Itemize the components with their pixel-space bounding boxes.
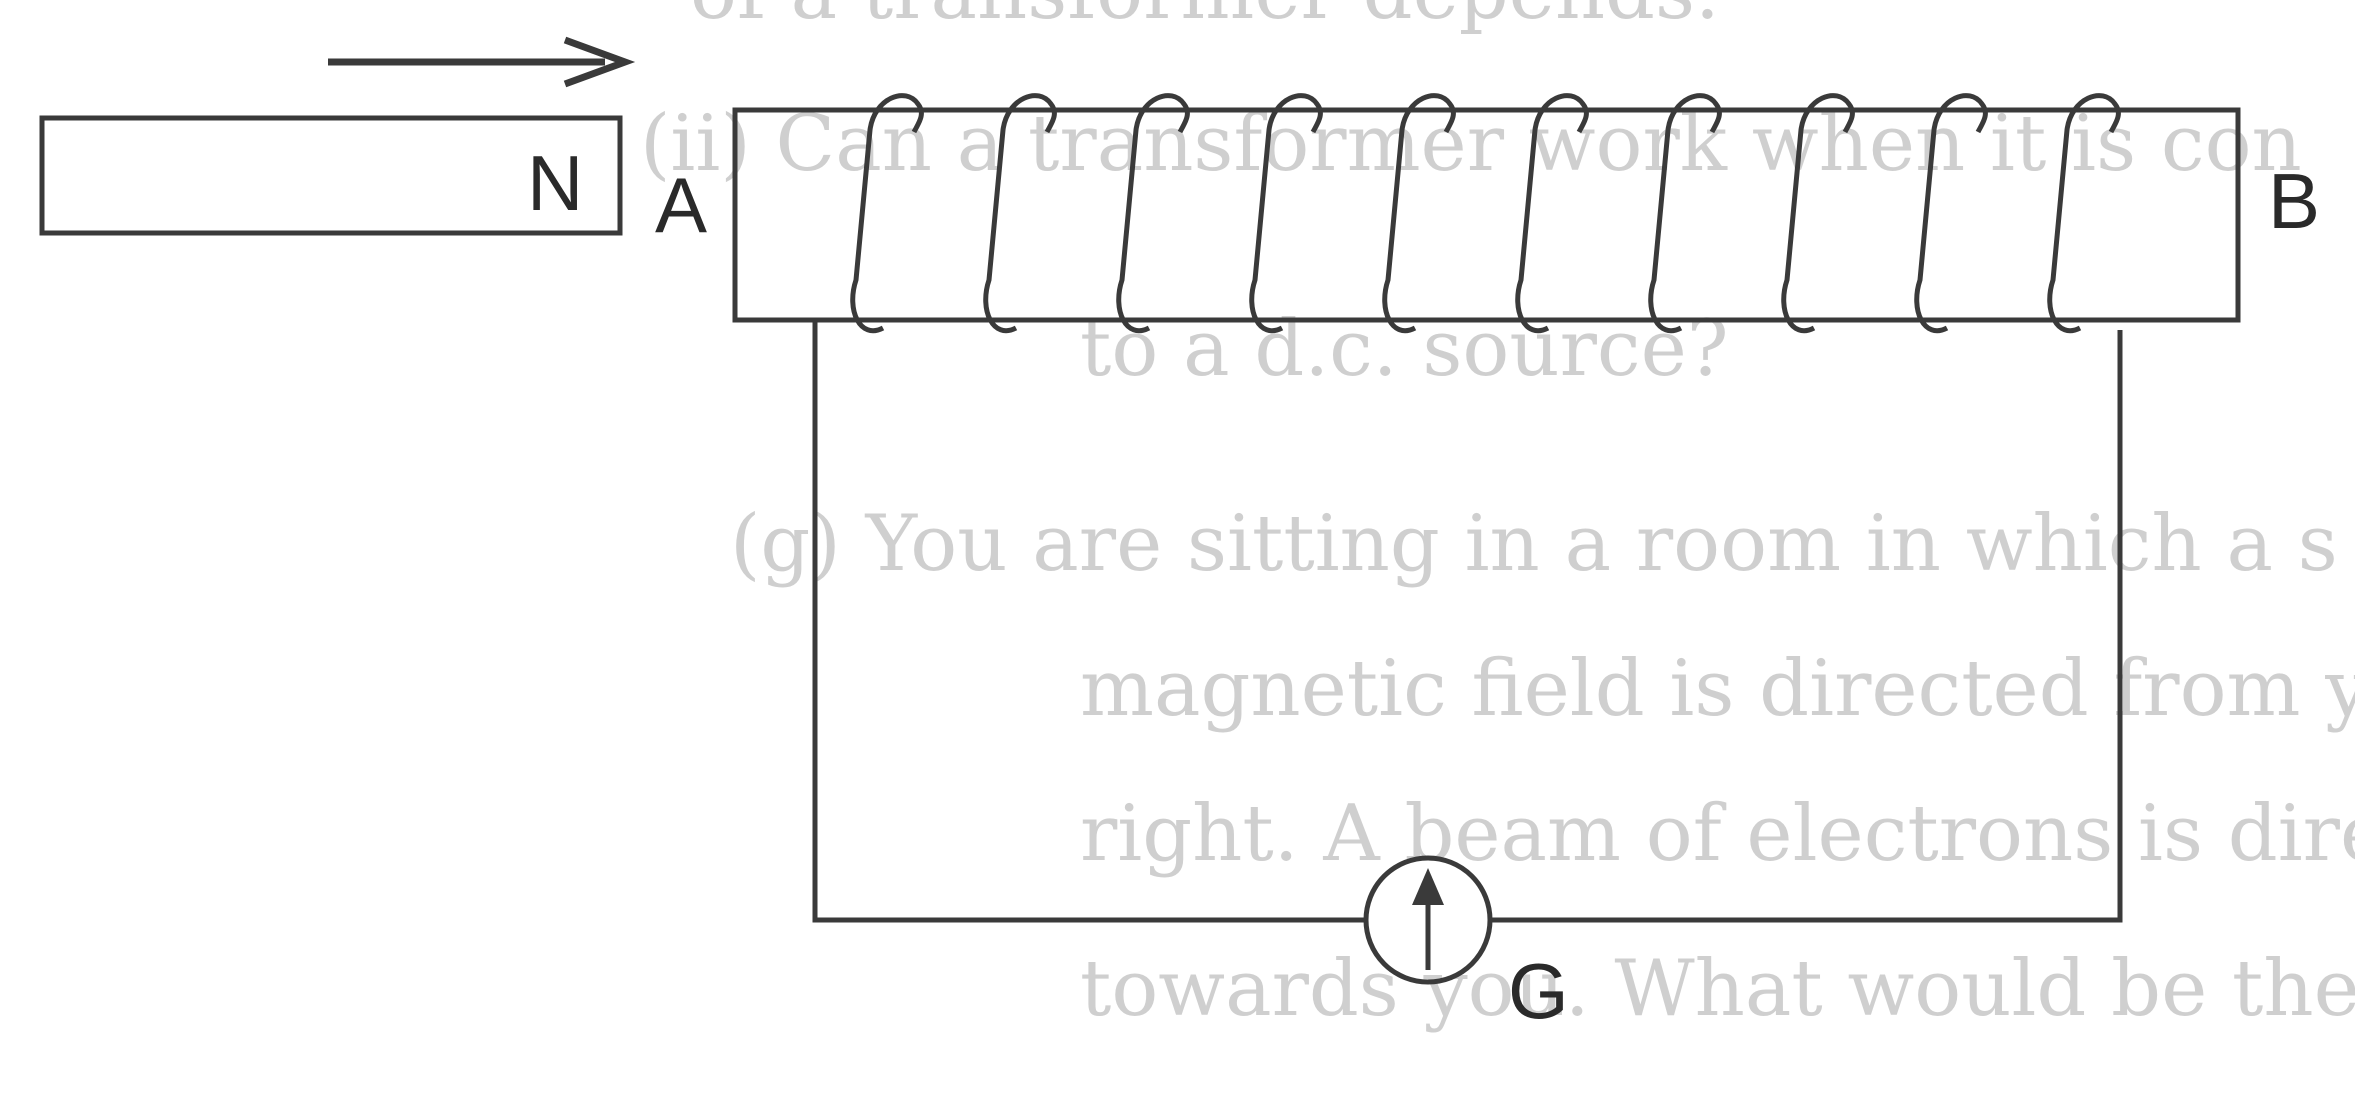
galvanometer-needle-head	[1412, 868, 1444, 905]
magnet-pole-label: N	[527, 139, 583, 227]
bar-magnet: N	[39, 115, 623, 236]
left-wire	[812, 322, 1366, 923]
coil-turns	[850, 93, 2121, 333]
bg-line-4: magnetic field is directed from your lef…	[1080, 644, 2355, 734]
coil-turn	[1648, 93, 1722, 333]
galvanometer: G	[1363, 855, 1569, 1035]
coil-turn	[1249, 93, 1323, 333]
background-text: of a transformer depends. (ii) Can a tra…	[640, 0, 2355, 1034]
coil-end-a-label: A	[655, 161, 707, 249]
galvanometer-body	[1363, 855, 1493, 985]
coil-end-b-label: B	[2268, 157, 2320, 245]
coil-turn	[1515, 93, 1589, 333]
circuit-wires	[812, 322, 2123, 923]
coil-turn	[1914, 93, 1988, 333]
galvanometer-label: G	[1508, 947, 1569, 1035]
motion-arrow-head	[563, 36, 636, 88]
bar-magnet-body	[39, 115, 623, 236]
bg-line-3: (g) You are sitting in a room in which a…	[730, 499, 2338, 589]
bg-line-6: towards you. What would be the directi	[1080, 944, 2355, 1034]
motion-arrow	[328, 36, 636, 88]
bg-line-5: right. A beam of electrons is directed f…	[1080, 789, 2355, 879]
coil-turn	[983, 93, 1057, 333]
coil-turn	[2047, 93, 2121, 333]
solenoid	[732, 93, 2241, 333]
coil-turn	[1781, 93, 1855, 333]
bg-line-0: of a transformer depends.	[690, 0, 1720, 37]
coil-turn	[1116, 93, 1190, 333]
coil-turn	[1382, 93, 1456, 333]
solenoid-core	[732, 107, 2241, 323]
bg-line-1: (ii) Can a transformer work when it is c…	[640, 99, 2302, 189]
coil-turn	[850, 93, 924, 333]
right-wire	[1490, 330, 2123, 923]
